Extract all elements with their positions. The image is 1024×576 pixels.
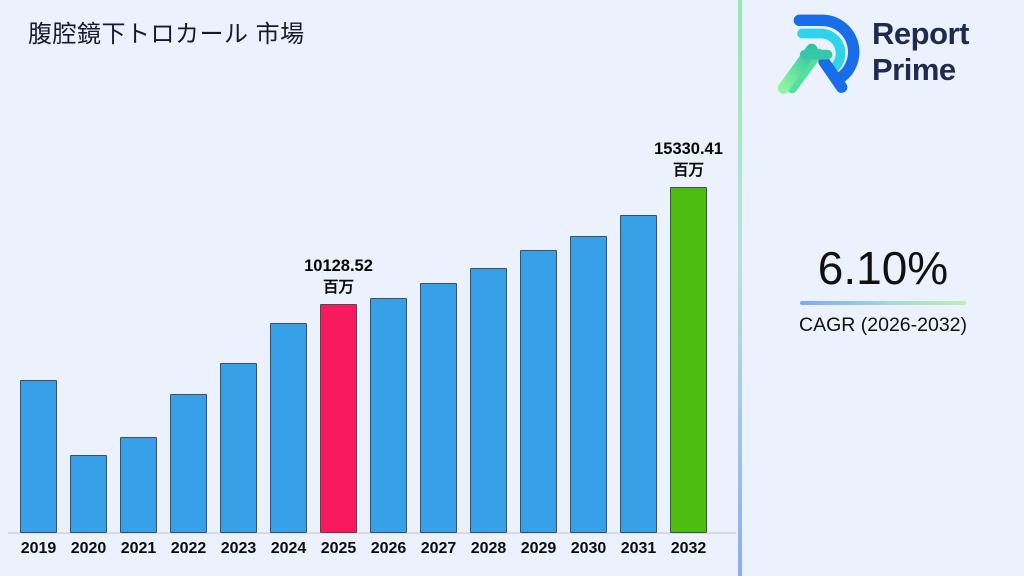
bar-slot-2021: 2021	[120, 437, 157, 557]
data-label-value-2025: 10128.52	[304, 257, 373, 276]
cagr-panel: 6.10% CAGR (2026-2032)	[742, 243, 1024, 337]
bar-2029	[520, 250, 557, 533]
bar-slot-2022: 2022	[170, 394, 207, 557]
bar-slot-2030: 2030	[570, 236, 607, 557]
bar-2028	[470, 268, 507, 533]
logo-line-prime: Prime	[872, 52, 956, 87]
x-tick-2019: 2019	[20, 540, 57, 557]
bar-slot-2026: 2026	[370, 298, 407, 557]
data-label-value-2032: 15330.41	[654, 140, 723, 159]
bar-2031	[620, 215, 657, 533]
x-tick-2030: 2030	[570, 540, 607, 557]
bar-slot-2024: 2024	[270, 323, 307, 557]
bar-2024	[270, 323, 307, 533]
x-tick-2026: 2026	[370, 540, 407, 557]
data-label-unit-2025: 百万	[322, 278, 355, 296]
x-tick-2022: 2022	[170, 540, 207, 557]
bar-2027	[420, 283, 457, 533]
x-tick-2032: 2032	[670, 540, 707, 557]
bar-slot-2028: 2028	[470, 268, 507, 557]
x-tick-2031: 2031	[620, 540, 657, 557]
bar-slot-2023: 2023	[220, 363, 257, 557]
bar-slot-2025: 2025 10128.52 百万	[304, 257, 373, 557]
bar-2025	[320, 304, 357, 533]
x-tick-2025: 2025	[320, 540, 357, 557]
bar-2030	[570, 236, 607, 533]
bar-2032	[670, 187, 707, 533]
bar-slot-2031: 2031	[620, 215, 657, 557]
bar-2023	[220, 363, 257, 533]
x-tick-2028: 2028	[470, 540, 507, 557]
x-tick-2023: 2023	[220, 540, 257, 557]
bar-slot-2020: 2020	[70, 455, 107, 557]
bar-2019	[20, 380, 57, 533]
report-prime-logo: Report Prime	[772, 8, 969, 96]
data-label-2032: 15330.41 百万	[654, 139, 723, 181]
market-bar-chart: 2019 2020 2021 2022 2023 2024 2025 10128.52 百万 20…	[8, 140, 736, 557]
bar-slot-2019: 2019	[20, 380, 57, 557]
x-tick-2020: 2020	[70, 540, 107, 557]
bar-2020	[70, 455, 107, 533]
cagr-label: CAGR (2026-2032)	[799, 313, 967, 336]
bar-slot-2032: 2032 15330.41 百万	[654, 140, 723, 557]
page-title: 腹腔鏡下トロカール 市場	[28, 21, 305, 48]
x-axis-line	[8, 532, 736, 534]
x-tick-2024: 2024	[270, 540, 307, 557]
bar-slot-2029: 2029	[520, 250, 557, 557]
x-tick-2027: 2027	[420, 540, 457, 557]
logo-line-report: Report	[872, 16, 969, 51]
report-prime-logo-text: Report Prime	[872, 16, 969, 88]
bar-2022	[170, 394, 207, 533]
report-prime-logo-icon	[777, 14, 860, 94]
x-tick-2029: 2029	[520, 540, 557, 557]
x-tick-2021: 2021	[120, 540, 157, 557]
data-label-2025: 10128.52 百万	[304, 256, 373, 298]
vertical-divider	[738, 0, 742, 576]
bar-slot-2027: 2027	[420, 283, 457, 557]
bars-container: 2019 2020 2021 2022 2023 2024 2025 10128.52 百万 20…	[20, 140, 723, 557]
data-label-unit-2032: 百万	[672, 161, 705, 179]
cagr-underline	[800, 300, 966, 305]
bar-2021	[120, 437, 157, 533]
bar-2026	[370, 298, 407, 533]
cagr-value: 6.10%	[817, 242, 949, 294]
